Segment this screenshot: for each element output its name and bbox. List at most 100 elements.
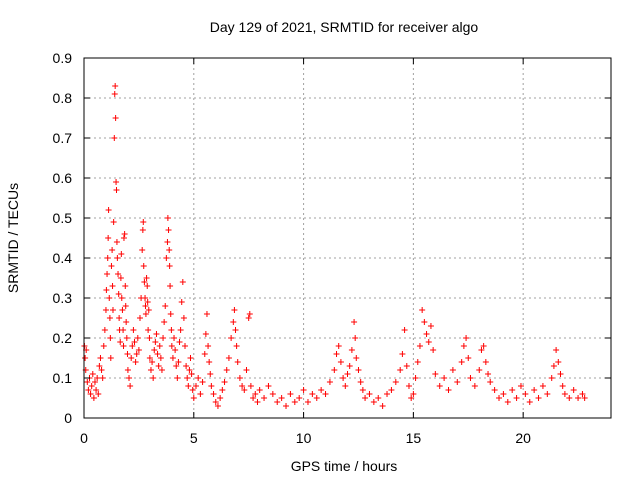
data-point [212, 399, 219, 405]
data-point [133, 351, 140, 357]
data-point [161, 319, 168, 325]
data-point [252, 391, 259, 397]
data-point [103, 287, 110, 293]
data-point [353, 355, 360, 361]
data-point [449, 367, 456, 373]
data-point [164, 215, 171, 221]
data-point [348, 347, 355, 353]
data-point [166, 247, 173, 253]
data-point [120, 235, 127, 241]
data-point [331, 367, 338, 373]
data-point [246, 311, 253, 317]
y-axis-label: SRMTID / TECUs [5, 183, 21, 293]
data-point [171, 335, 178, 341]
data-point [526, 399, 533, 405]
data-point [87, 391, 94, 397]
data-point [561, 391, 568, 397]
axis-ticks: 0 0.1 0.2 0.3 0.4 0.5 0.6 0.7 0.8 0.9 0 5 10 15 20 [53, 50, 611, 446]
data-point [199, 379, 206, 385]
data-point [579, 391, 586, 397]
data-point [124, 367, 131, 373]
data-point [478, 347, 485, 353]
data-point [177, 327, 184, 333]
data-point [217, 395, 224, 401]
data-point [149, 359, 156, 365]
data-point [175, 359, 182, 365]
data-point [300, 387, 307, 393]
data-point [121, 231, 128, 237]
data-point [208, 383, 215, 389]
data-point [96, 363, 103, 369]
data-point [160, 335, 167, 341]
data-point [144, 299, 151, 305]
data-point [544, 391, 551, 397]
data-point [106, 315, 113, 321]
data-point [559, 383, 566, 389]
data-point [172, 347, 179, 353]
data-point [432, 371, 439, 377]
data-point [156, 343, 163, 349]
data-point [128, 355, 135, 361]
data-point [296, 395, 303, 401]
data-point [421, 319, 428, 325]
data-point [176, 339, 183, 345]
data-point [256, 387, 263, 393]
data-point [401, 327, 408, 333]
x-tick-label: 0 [80, 430, 88, 446]
data-point [359, 387, 366, 393]
data-point [184, 375, 191, 381]
data-point [188, 371, 195, 377]
data-point [105, 235, 112, 241]
data-point [95, 391, 102, 397]
data-point [236, 375, 243, 381]
chart-title: Day 129 of 2021, SRMTID for receiver alg… [210, 19, 479, 35]
data-point [430, 347, 437, 353]
data-point [131, 339, 138, 345]
data-point [143, 275, 150, 281]
data-point [362, 395, 369, 401]
data-point [357, 379, 364, 385]
data-point [419, 307, 426, 313]
data-point [555, 359, 562, 365]
data-point [114, 255, 121, 261]
data-point [326, 379, 333, 385]
data-point [410, 391, 417, 397]
data-point [102, 307, 109, 313]
data-point [441, 375, 448, 381]
data-point [460, 343, 467, 349]
data-point [136, 315, 143, 321]
data-point [140, 263, 147, 269]
data-point [243, 367, 250, 373]
data-point [140, 219, 147, 225]
data-point [539, 383, 546, 389]
data-point [384, 391, 391, 397]
data-point [304, 399, 311, 405]
data-point [99, 375, 106, 381]
data-point [225, 355, 232, 361]
y-tick-label: 0.5 [53, 210, 73, 226]
data-point [375, 395, 382, 401]
y-tick-label: 0.6 [53, 170, 73, 186]
data-point [100, 343, 107, 349]
data-point [531, 387, 538, 393]
data-point [113, 239, 120, 245]
data-point [109, 247, 116, 253]
data-point [318, 387, 325, 393]
data-point [111, 91, 118, 97]
data-point [155, 363, 162, 369]
data-point [414, 359, 421, 365]
data-point [164, 239, 171, 245]
y-tick-label: 0.7 [53, 130, 73, 146]
data-point [351, 319, 358, 325]
data-point [352, 335, 359, 341]
data-point [154, 351, 161, 357]
data-point [123, 335, 130, 341]
data-point [550, 363, 557, 369]
data-point [158, 367, 165, 373]
data-point [168, 327, 175, 333]
data-point [231, 307, 238, 313]
y-tick-label: 0.1 [53, 370, 73, 386]
data-point [113, 179, 120, 185]
data-point [471, 383, 478, 389]
data-point [165, 227, 172, 233]
